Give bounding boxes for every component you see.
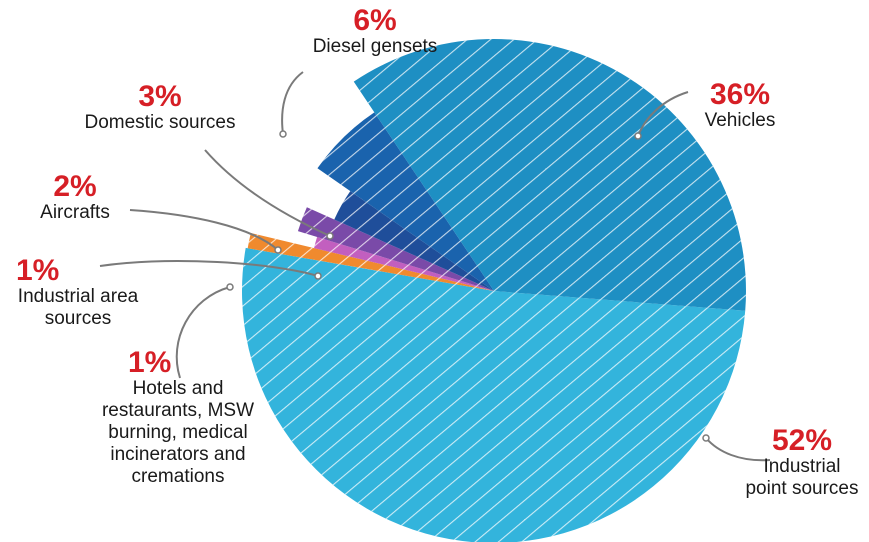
pie-slice-texture [242, 247, 746, 542]
slice-name-label: Diesel gensets [312, 36, 438, 57]
leader-line-industrial-area-sources [99, 260, 319, 277]
leader-dot-diesel-gensets [279, 130, 287, 138]
pie-slice-texture [317, 112, 494, 292]
leader-dot-vehicles [634, 132, 642, 140]
leader-dot-industrial-area-sources [314, 272, 322, 280]
slice-value-label: 6% [353, 4, 397, 37]
slice-name-label: Hotels and restaurants, MSW burning, med… [101, 378, 255, 487]
leader-line-industrial-point-sources [705, 437, 771, 462]
pie-slice-industrial-area-sources [314, 236, 494, 291]
slice-value-label: 1% [16, 254, 60, 287]
slice-name-label: Industrial point sources [745, 456, 859, 499]
pie-slice-texture [334, 191, 494, 291]
slice-name-label: Domestic sources [84, 112, 236, 133]
slice-label-industrial-point-sources: 52% Industrial point sources [735, 426, 869, 500]
pie-slice-hotels-restaurants [247, 233, 494, 291]
leader-line-diesel-gensets [281, 71, 304, 135]
pie-slice-texture [314, 236, 494, 291]
slice-label-diesel-gensets: 6% Diesel gensets [285, 6, 465, 58]
slice-value-label: 36% [709, 78, 771, 111]
pie-slice-domestic-sources [334, 191, 494, 291]
leader-line-vehicles [637, 91, 689, 137]
leader-dot-hotels-restaurants [226, 283, 234, 291]
slice-label-domestic-sources: 3% Domestic sources [75, 82, 245, 134]
leader-dot-aircrafts [274, 246, 282, 254]
slice-value-label: 52% [771, 424, 833, 457]
slice-value-label: 1% [128, 346, 172, 379]
leader-dot-domestic-sources [326, 232, 334, 240]
pie-slice-diesel-gensets [317, 112, 494, 292]
leader-line-hotels-restaurants [175, 286, 231, 379]
slice-label-hotels-restaurants: 1% Hotels and restaurants, MSW burning, … [92, 348, 264, 488]
pie-slice-industrial-point-sources [242, 247, 746, 542]
slice-value-label: 2% [53, 170, 97, 203]
leader-dot-industrial-point-sources [702, 434, 710, 442]
slice-label-aircrafts: 2% Aircrafts [20, 172, 130, 224]
slice-name-label: Industrial area sources [17, 286, 139, 329]
leader-line-aircrafts [129, 209, 279, 251]
pie-slice-texture [297, 207, 494, 291]
slice-value-label: 3% [138, 80, 182, 113]
slice-label-vehicles: 36% Vehicles [675, 80, 805, 132]
slice-label-industrial-area-sources: 1% Industrial area sources [8, 256, 148, 330]
pie-slice-aircrafts [297, 207, 494, 291]
slice-name-label: Vehicles [704, 110, 776, 131]
pie-slice-vehicles [353, 38, 746, 311]
slice-name-label: Aircrafts [40, 202, 110, 223]
leader-line-domestic-sources [204, 149, 331, 237]
pie-slice-texture [353, 38, 746, 311]
pie-slice-texture [247, 233, 494, 291]
